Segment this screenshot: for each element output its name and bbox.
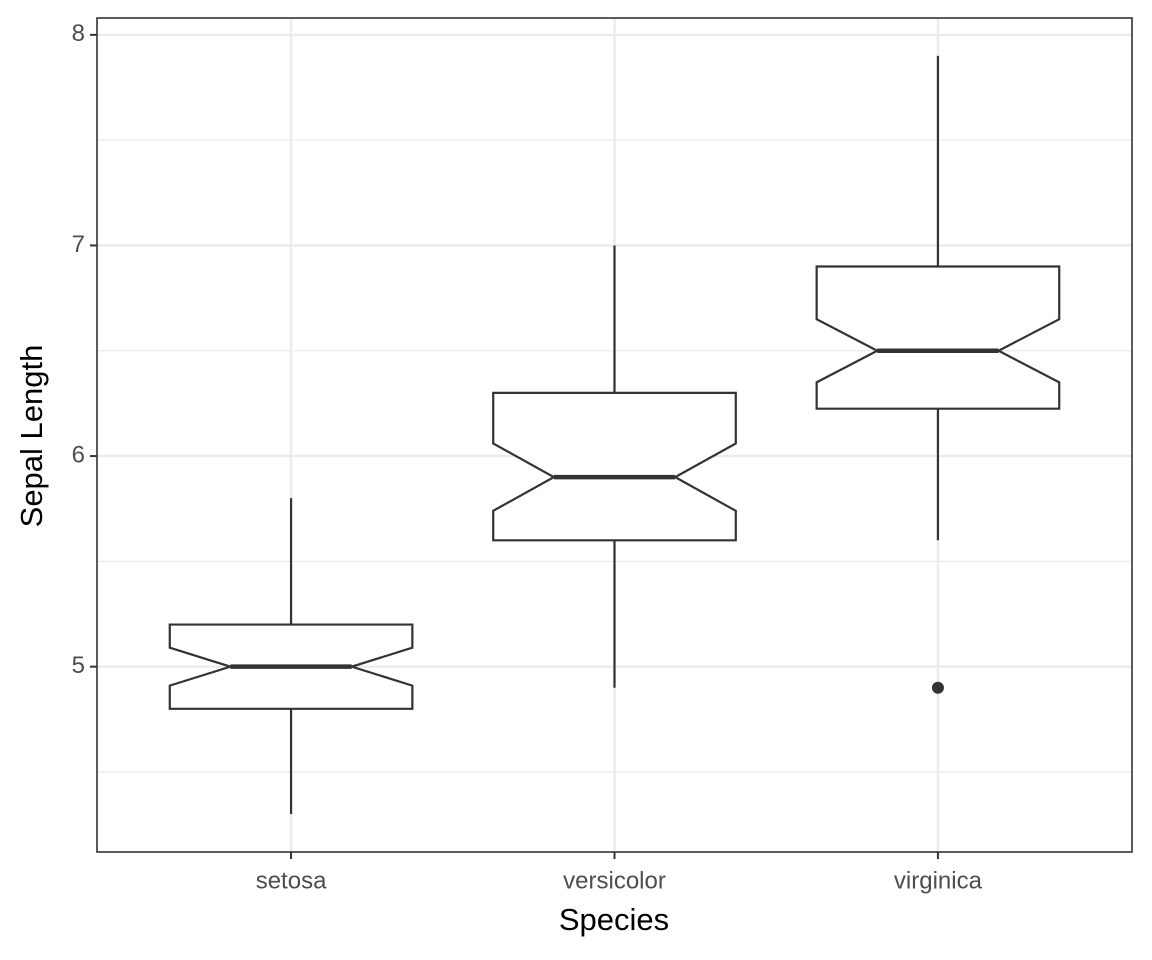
- y-axis-title: Sepal Length: [14, 345, 49, 528]
- outlier: [931, 681, 944, 694]
- x-axis-title: Species: [559, 902, 669, 937]
- y-tick-label: 8: [72, 20, 85, 47]
- x-tick-label: virginica: [894, 867, 983, 894]
- x-tick-label: versicolor: [563, 867, 666, 894]
- y-tick-label: 7: [72, 231, 85, 258]
- x-tick-label: setosa: [256, 867, 327, 894]
- panel-border: [96, 17, 1133, 853]
- box: [492, 391, 737, 542]
- y-tick-label: 5: [72, 652, 85, 679]
- box: [815, 265, 1061, 410]
- y-tick-label: 6: [72, 441, 85, 468]
